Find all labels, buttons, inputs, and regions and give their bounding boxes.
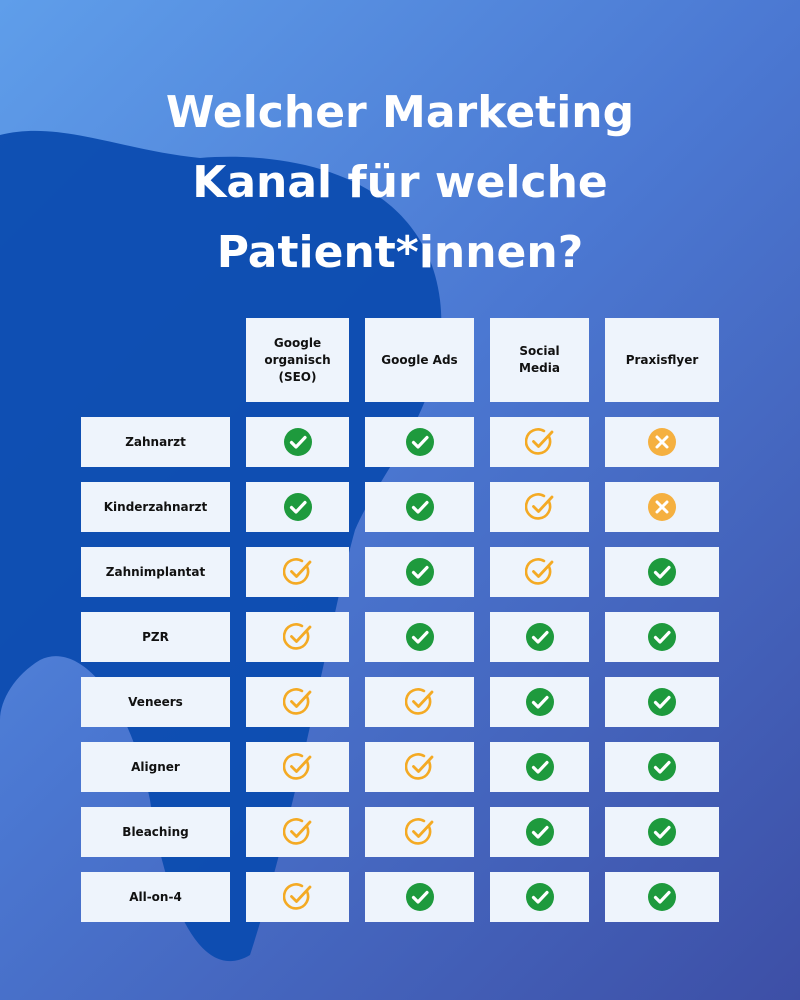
green-check — [283, 492, 313, 522]
cell — [365, 742, 474, 792]
orange-cross — [647, 492, 677, 522]
column-header: Google Ads — [365, 318, 474, 402]
title-line: Welcher Marketing — [165, 87, 635, 138]
title-line: Kanal für welche — [192, 157, 608, 208]
cell — [605, 807, 719, 857]
cell — [246, 807, 349, 857]
cell — [365, 872, 474, 922]
column-header-text: Social Media — [519, 344, 560, 375]
green-check — [525, 882, 555, 912]
cell — [490, 417, 589, 467]
row-label: Aligner — [81, 742, 230, 792]
cell — [490, 612, 589, 662]
column-header: Social Media — [490, 318, 589, 402]
cell — [490, 807, 589, 857]
orange-check — [405, 817, 435, 847]
cell — [365, 417, 474, 467]
cell — [605, 677, 719, 727]
orange-check — [283, 817, 313, 847]
orange-check — [405, 752, 435, 782]
green-check — [647, 557, 677, 587]
row-label: Zahnimplantat — [81, 547, 230, 597]
cell — [490, 547, 589, 597]
row-label: Zahnarzt — [81, 417, 230, 467]
column-header-text: Google organisch (SEO) — [264, 335, 331, 384]
cell — [490, 482, 589, 532]
green-check — [647, 687, 677, 717]
green-check — [525, 622, 555, 652]
row-label: All-on-4 — [81, 872, 230, 922]
cell — [365, 807, 474, 857]
corner — [81, 318, 230, 402]
cell — [605, 547, 719, 597]
cell — [605, 872, 719, 922]
row-label: Bleaching — [81, 807, 230, 857]
cell — [246, 612, 349, 662]
column-header-text: Praxisflyer — [625, 352, 699, 367]
column-header: Google organisch (SEO) — [246, 318, 349, 402]
cell — [246, 742, 349, 792]
orange-check — [525, 492, 555, 522]
green-check — [405, 557, 435, 587]
orange-check — [283, 557, 313, 587]
green-check — [405, 622, 435, 652]
table: Google organisch (SEO) Google Ads Social… — [81, 318, 719, 922]
row-label: Kinderzahnarzt — [81, 482, 230, 532]
orange-check — [405, 687, 435, 717]
row-label: PZR — [81, 612, 230, 662]
orange-check — [283, 752, 313, 782]
cell — [490, 742, 589, 792]
green-check — [405, 492, 435, 522]
cell — [246, 677, 349, 727]
cell — [490, 677, 589, 727]
green-check — [647, 622, 677, 652]
cell — [246, 547, 349, 597]
green-check — [283, 427, 313, 457]
orange-check — [525, 427, 555, 457]
cell — [365, 547, 474, 597]
column-header-text: Google Ads — [381, 352, 458, 367]
cell — [246, 482, 349, 532]
green-check — [405, 427, 435, 457]
title-line: Patient*innen? — [216, 227, 584, 278]
orange-check — [283, 882, 313, 912]
cell — [365, 612, 474, 662]
green-check — [647, 882, 677, 912]
green-check — [405, 882, 435, 912]
cell — [246, 417, 349, 467]
green-check — [525, 752, 555, 782]
orange-check — [283, 622, 313, 652]
green-check — [525, 817, 555, 847]
orange-check — [283, 687, 313, 717]
cell — [246, 872, 349, 922]
orange-check — [525, 557, 555, 587]
orange-cross — [647, 427, 677, 457]
cell — [605, 742, 719, 792]
row-label: Veneers — [81, 677, 230, 727]
green-check — [647, 817, 677, 847]
cell — [365, 677, 474, 727]
cell — [605, 417, 719, 467]
cell — [605, 482, 719, 532]
cell — [605, 612, 719, 662]
green-check — [647, 752, 677, 782]
cell — [490, 872, 589, 922]
cell — [365, 482, 474, 532]
column-header: Praxisflyer — [605, 318, 719, 402]
green-check — [525, 687, 555, 717]
